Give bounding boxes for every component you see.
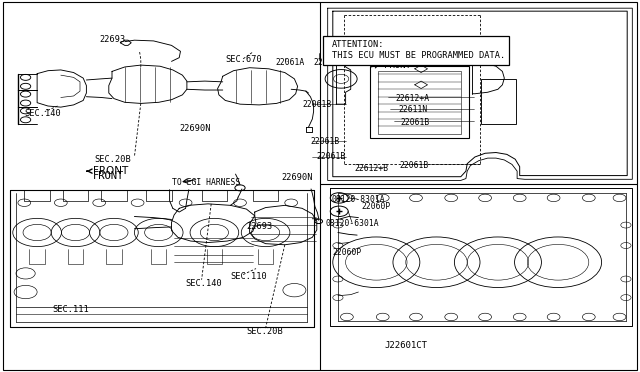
Text: SEC.670: SEC.670 [225,55,262,64]
Text: 22061B: 22061B [399,161,429,170]
Text: 22690N: 22690N [179,124,211,133]
Text: SEC.140: SEC.140 [186,279,222,288]
Text: SEC.110: SEC.110 [230,272,267,280]
Text: 22690N: 22690N [282,173,313,182]
Text: 22061B: 22061B [317,153,346,161]
Text: SEC.20B: SEC.20B [246,327,283,336]
Text: 22061B: 22061B [401,118,430,126]
Text: 08120-6301A: 08120-6301A [325,219,379,228]
Text: 23701: 23701 [346,58,370,67]
Text: SEC.20B: SEC.20B [95,155,131,164]
Text: SEC.140: SEC.140 [24,109,61,118]
Text: FRONT: FRONT [384,61,411,70]
Text: 08120-8301A: 08120-8301A [332,195,385,204]
Text: 22060P: 22060P [333,248,362,257]
Bar [370,66,469,138]
Text: TO EGI HARNESS: TO EGI HARNESS [172,178,240,187]
Text: FRONT: FRONT [87,166,128,176]
Text: J22601CT: J22601CT [384,341,427,350]
FancyBboxPatch shape [323,36,509,65]
Text: 22612+A: 22612+A [396,94,429,103]
Text: 22061A: 22061A [275,58,305,67]
Text: FRONT: FRONT [93,171,124,181]
Text: ATTENTION:
THIS ECU MUST BE PROGRAMMED DATA.: ATTENTION: THIS ECU MUST BE PROGRAMMED D… [332,40,505,60]
Text: 22693: 22693 [246,222,273,231]
Text: 22612: 22612 [314,58,338,67]
Text: 22061B: 22061B [302,100,332,109]
Text: 22611N: 22611N [398,105,428,114]
Text: SEC.111: SEC.111 [52,305,89,314]
Text: 22693: 22693 [99,35,125,44]
Bar [378,71,461,134]
Bar [481,79,516,124]
Text: 22612+B: 22612+B [355,164,388,173]
Text: 22061B: 22061B [310,137,340,146]
Text: 22060P: 22060P [362,202,391,211]
